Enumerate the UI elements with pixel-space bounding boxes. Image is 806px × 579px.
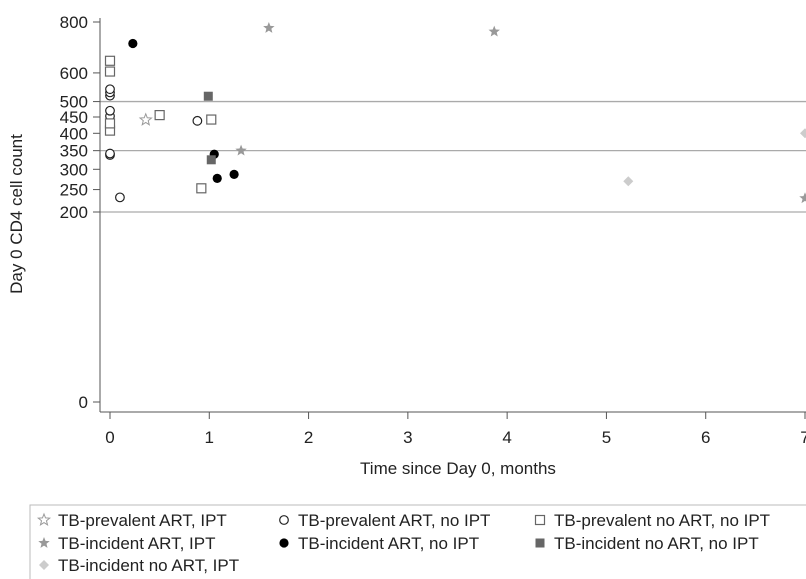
legend-marker [534,514,546,526]
legend-item: TB-prevalent no ART, no IPT [534,511,770,530]
y-tick-label: 450 [60,108,88,127]
series-star-filled [235,21,806,204]
y-tick-label: 600 [60,64,88,83]
data-point [105,148,115,159]
legend-label: TB-prevalent ART, no IPT [298,511,490,530]
legend-marker [279,538,289,548]
x-tick-label: 2 [304,428,313,447]
y-tick-label: 500 [60,93,88,112]
y-tick-label: 350 [60,142,88,161]
x-tick-label: 1 [205,428,214,447]
data-point [203,91,213,101]
data-point [212,173,222,183]
legend-marker [535,538,545,548]
data-point [623,176,634,187]
data-point [104,66,116,77]
legend-item: TB-incident no ART, IPT [39,556,239,575]
y-tick-label: 200 [60,203,88,222]
series-circle-open [105,84,203,203]
legend-marker [36,512,52,526]
data-points [104,21,806,204]
series-square-filled [203,91,216,165]
data-point [799,192,806,204]
data-point [206,114,217,125]
legend-label: TB-prevalent ART, IPT [58,511,227,530]
legend-label: TB-prevalent no ART, no IPT [554,511,770,530]
x-tick-label: 7 [800,428,806,447]
legend-item: TB-prevalent ART, no IPT [279,511,490,530]
data-point [115,192,125,203]
data-point [800,128,806,139]
data-point [206,155,216,165]
data-point [104,118,116,129]
data-point [138,112,153,126]
data-point [192,115,203,126]
y-tick-label: 0 [79,393,88,412]
data-point [488,25,500,37]
x-tick-label: 5 [602,428,611,447]
legend-label: TB-incident no ART, IPT [58,556,239,575]
series-square-open [104,55,217,194]
series-star-open [138,112,153,126]
data-point [105,105,115,116]
y-tick-label: 800 [60,13,88,32]
x-tick-label: 0 [105,428,114,447]
series-diamond-filled [623,128,806,187]
legend: TB-prevalent ART, IPT TB-prevalent ART, n… [36,511,770,575]
data-point [263,21,275,33]
y-tick-label: 400 [60,124,88,143]
legend-item: TB-incident no ART, no IPT [535,534,759,553]
data-point [128,38,138,49]
legend-item: TB-incident ART, IPT [38,534,215,553]
x-tick-label: 4 [502,428,511,447]
series-circle-filled [128,38,239,183]
legend-box [29,504,806,579]
x-axis-title: Time since Day 0, months [360,459,556,478]
y-tick-label: 250 [60,181,88,200]
legend-label: TB-incident no ART, no IPT [554,534,759,553]
data-point [229,169,239,179]
data-point [154,110,165,121]
axes [99,18,806,413]
y-tick-label: 300 [60,160,88,179]
x-tick-label: 6 [701,428,710,447]
x-tick-label: 3 [403,428,412,447]
data-point [104,55,116,66]
data-point [105,84,115,95]
legend-label: TB-incident ART, IPT [58,534,215,553]
y-axis-title: Day 0 CD4 cell count [7,134,26,294]
reference-lines [100,100,806,213]
data-point [196,183,207,194]
legend-item: TB-incident ART, no IPT [279,534,479,553]
legend-marker [39,560,49,570]
legend-marker [279,515,289,525]
legend-marker [38,537,50,548]
legend-item: TB-prevalent ART, IPT [36,511,227,530]
data-point [235,144,247,156]
legend-label: TB-incident ART, no IPT [298,534,479,553]
